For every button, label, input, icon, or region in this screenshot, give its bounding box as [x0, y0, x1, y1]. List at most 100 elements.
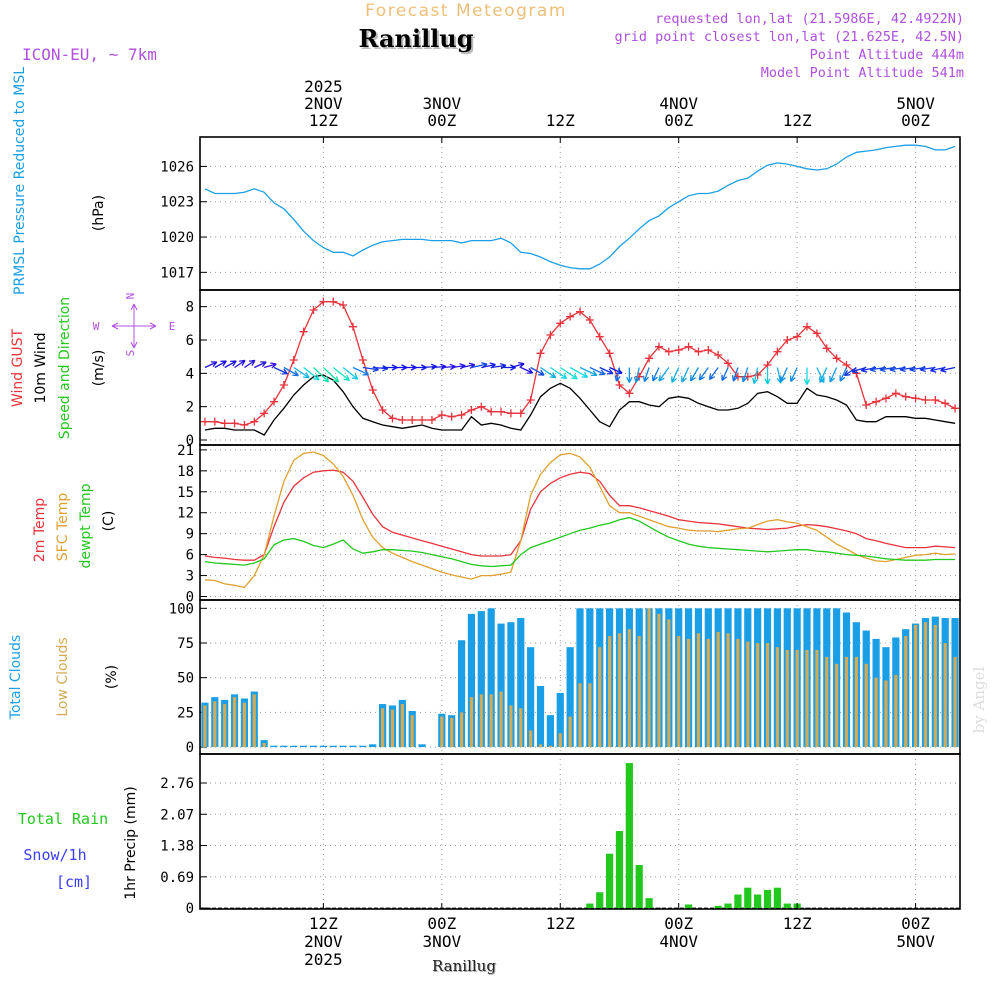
gust-marker — [812, 329, 821, 338]
wind-arrow — [752, 367, 759, 384]
temp-2m-label: 2m Temp — [32, 498, 48, 562]
bottom-time-label: 12Z — [783, 914, 812, 933]
bar-total-cloud — [546, 715, 554, 748]
wind-10m-label: 10m Wind — [33, 332, 49, 403]
bar-low-cloud — [815, 649, 819, 748]
ytick-label-clouds: 75 — [177, 636, 194, 652]
gust-marker — [348, 322, 357, 331]
bar-total-cloud — [457, 640, 466, 748]
bar-low-cloud — [252, 694, 256, 748]
ytick-label-wind: 2 — [186, 400, 194, 416]
top-time-label: 12Z — [783, 111, 812, 130]
requested-coords: requested lon,lat (21.5986E, 42.4922N) — [655, 11, 964, 27]
gust-marker — [497, 407, 506, 416]
bar-low-cloud — [716, 631, 720, 748]
bar-rain — [773, 887, 782, 909]
wind-arrow — [322, 367, 340, 383]
ytick-label-clouds: 0 — [186, 740, 194, 756]
bar-low-cloud — [203, 705, 207, 748]
wind-arrow — [731, 367, 739, 382]
bottom-time-label: 12Z — [546, 914, 575, 933]
wind-arrow — [689, 367, 700, 382]
ytick-label-precip: 0 — [186, 901, 194, 917]
bar-rain — [596, 892, 604, 909]
gust-marker — [822, 344, 831, 353]
bottom-time-label: 12Z — [309, 914, 338, 933]
bar-low-cloud — [499, 691, 503, 748]
snow-unit-label: [cm] — [56, 873, 92, 891]
wind-arrow — [283, 366, 299, 377]
gust-marker — [585, 316, 594, 324]
top-time-label: 00Z — [664, 111, 693, 130]
bar-rain — [783, 903, 791, 909]
bar-low-cloud — [213, 701, 217, 748]
rain-label: Total Rain — [18, 810, 108, 828]
ytick-label-precip: 2.07 — [160, 807, 194, 823]
bar-total-cloud — [349, 745, 357, 748]
bar-total-cloud — [576, 608, 584, 748]
bar-low-cloud — [598, 647, 602, 748]
gust-marker — [931, 396, 940, 404]
gust-marker — [427, 416, 436, 424]
bar-low-cloud — [568, 716, 572, 748]
bar-low-cloud — [756, 643, 760, 748]
ytick-label-temperature: 12 — [177, 506, 194, 522]
ytick-label-temperature: 9 — [186, 527, 194, 543]
bar-total-cloud — [309, 745, 318, 748]
bar-rain — [625, 763, 633, 909]
ytick-label-clouds: 25 — [177, 705, 194, 721]
bar-low-cloud — [588, 683, 592, 748]
gust-marker — [714, 351, 723, 359]
gust-marker — [378, 406, 387, 414]
wind-arrow — [332, 366, 350, 382]
bar-total-cloud — [339, 745, 347, 748]
footer-station-shadow: Ranillug — [433, 958, 497, 976]
model-label: ICON-EU, ~ 7km — [22, 45, 157, 64]
compass-rose: W E N S — [93, 293, 176, 357]
bar-total-cloud — [329, 745, 337, 748]
bar-total-cloud — [586, 608, 594, 748]
gust-marker — [329, 297, 338, 306]
bar-rain — [754, 894, 762, 909]
wind-arrow — [579, 366, 598, 377]
gust-marker — [901, 392, 910, 401]
bar-rain — [606, 853, 614, 909]
gust-marker — [645, 354, 654, 363]
gust-marker — [319, 297, 328, 306]
bar-low-cloud — [400, 704, 404, 748]
bar-low-cloud — [529, 730, 533, 748]
bar-low-cloud — [943, 643, 947, 748]
wind-gust-label: Wind GUST — [10, 328, 26, 407]
wind-arrow — [293, 366, 310, 379]
series-line-sfc-temp — [204, 451, 956, 589]
gust-marker — [516, 409, 525, 418]
bar-low-cloud — [746, 641, 750, 748]
chart-panels: 1017102010231026024680369121518210255075… — [160, 136, 961, 917]
gust-marker — [309, 306, 318, 314]
gust-marker — [408, 416, 417, 424]
bar-total-cloud — [359, 745, 367, 748]
panel-pressure: 1017 1020 1023 1026 — [160, 136, 961, 291]
gust-marker — [220, 419, 229, 428]
gust-marker — [625, 389, 634, 398]
bar-rain — [635, 865, 643, 909]
gust-marker — [664, 347, 673, 356]
wind-arrow — [204, 361, 218, 369]
wind-arrow — [698, 367, 709, 381]
bottom-time-label: 2025 — [304, 950, 343, 969]
bar-low-cloud — [657, 613, 661, 748]
wind-arrow — [633, 367, 641, 383]
bar-low-cloud — [825, 656, 829, 748]
bar-low-cloud — [242, 702, 247, 748]
bar-low-cloud — [795, 649, 799, 748]
gust-marker — [566, 312, 575, 321]
wind-arrow — [589, 366, 606, 376]
gust-marker — [793, 332, 802, 341]
gust-marker — [368, 386, 377, 394]
bar-low-cloud — [904, 636, 908, 748]
gust-marker — [260, 409, 269, 418]
bar-low-cloud — [844, 656, 849, 748]
wind-arrow — [214, 360, 227, 369]
gust-marker — [270, 397, 279, 406]
